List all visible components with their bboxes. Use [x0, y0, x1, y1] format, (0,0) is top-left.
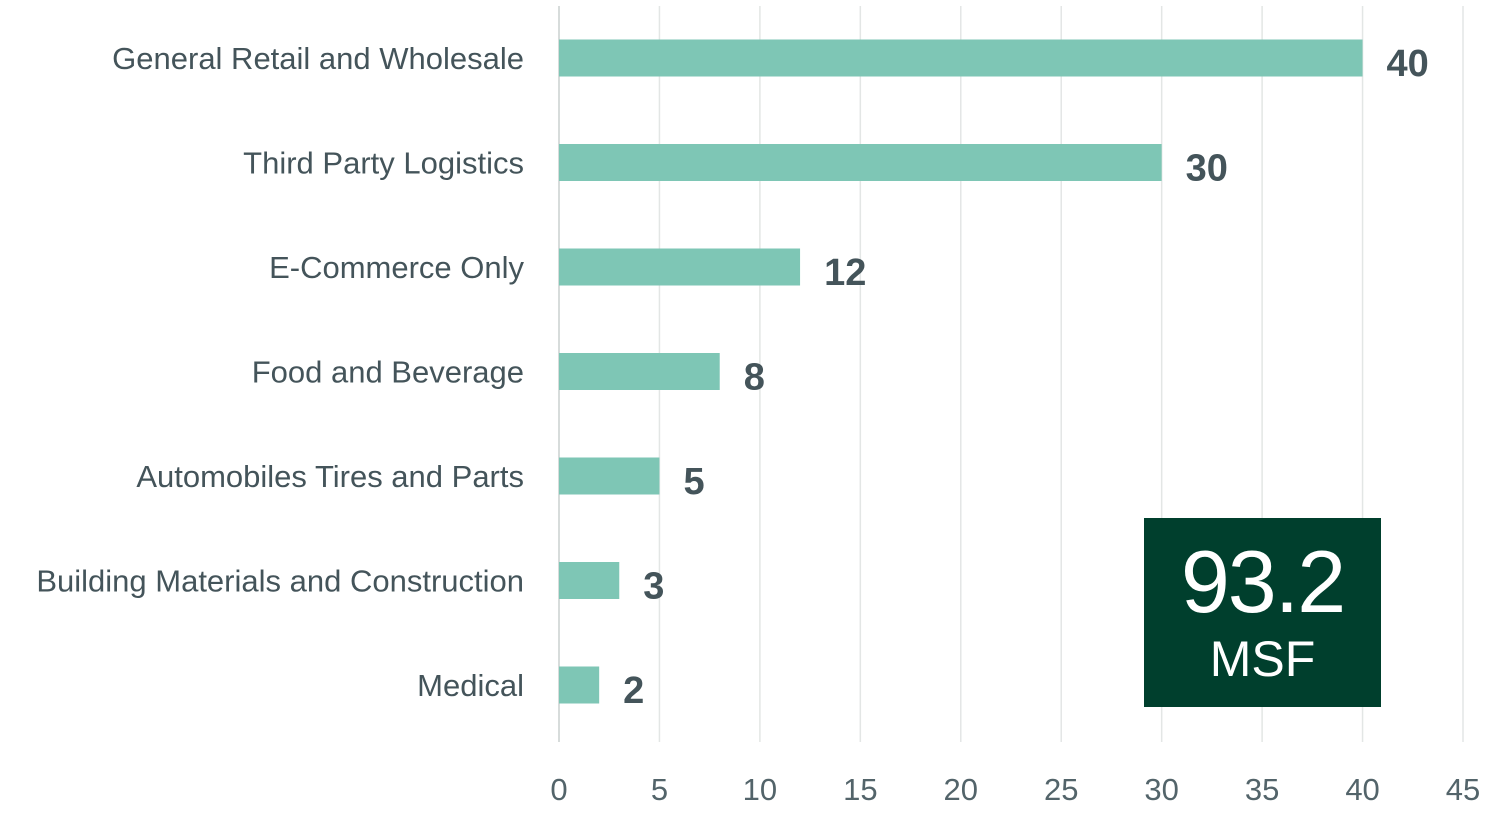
total-value: 93.2 — [1180, 532, 1346, 631]
data-label: 5 — [683, 461, 704, 503]
bar — [559, 666, 600, 704]
total-callout: 93.2 MSF — [1144, 518, 1381, 707]
category-labels: General Retail and Wholesale Third Party … — [36, 41, 524, 703]
total-unit: MSF — [1209, 631, 1316, 687]
x-tick-label: 30 — [1144, 772, 1178, 807]
x-axis-ticks: 0 5 10 15 20 25 30 35 40 45 — [550, 772, 1480, 807]
category-label: General Retail and Wholesale — [112, 41, 524, 76]
category-label: Building Materials and Construction — [36, 564, 524, 599]
x-tick-label: 15 — [843, 772, 877, 807]
bar — [559, 353, 720, 390]
bars — [559, 39, 1363, 704]
data-label: 8 — [744, 357, 765, 399]
x-tick-label: 45 — [1446, 772, 1480, 807]
category-label: E-Commerce Only — [269, 250, 524, 285]
data-label: 30 — [1186, 148, 1228, 190]
data-label: 3 — [643, 566, 664, 608]
x-tick-label: 25 — [1044, 772, 1078, 807]
data-labels: 40 30 12 8 5 3 2 — [623, 43, 1429, 712]
x-tick-label: 10 — [743, 772, 777, 807]
gridlines — [558, 6, 1464, 742]
bar — [559, 144, 1162, 181]
bar — [559, 562, 620, 599]
x-tick-label: 20 — [944, 772, 978, 807]
data-label: 2 — [623, 670, 644, 712]
category-label: Third Party Logistics — [243, 146, 524, 181]
data-label: 40 — [1387, 43, 1429, 85]
category-label: Automobiles Tires and Parts — [136, 459, 524, 494]
x-tick-label: 40 — [1345, 772, 1379, 807]
category-label: Food and Beverage — [252, 355, 524, 390]
bar — [559, 248, 801, 286]
bar — [559, 39, 1363, 77]
bar — [559, 457, 660, 495]
x-tick-label: 5 — [651, 772, 668, 807]
x-tick-label: 35 — [1245, 772, 1279, 807]
x-tick-label: 0 — [550, 772, 567, 807]
data-label: 12 — [824, 252, 866, 294]
category-label: Medical — [417, 668, 524, 703]
